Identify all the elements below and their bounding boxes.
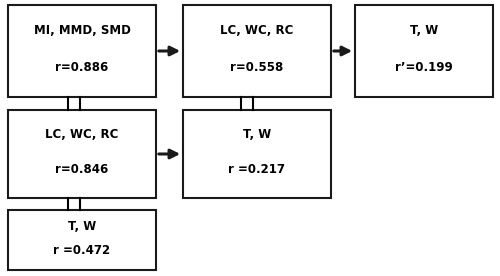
- Text: r =0.217: r =0.217: [228, 163, 285, 176]
- Text: LC, WC, RC: LC, WC, RC: [46, 128, 118, 141]
- Bar: [355, 5, 493, 97]
- Bar: [8, 110, 156, 198]
- Bar: [8, 5, 156, 97]
- Text: MI, MMD, SMD: MI, MMD, SMD: [34, 24, 130, 37]
- Text: r =0.472: r =0.472: [54, 244, 110, 257]
- Text: T, W: T, W: [68, 220, 96, 233]
- Text: T, W: T, W: [410, 24, 438, 37]
- Text: r=0.886: r=0.886: [56, 61, 108, 74]
- Bar: [183, 110, 331, 198]
- Text: r=0.846: r=0.846: [56, 163, 108, 176]
- Text: T, W: T, W: [243, 128, 271, 141]
- Bar: [183, 5, 331, 97]
- Text: LC, WC, RC: LC, WC, RC: [220, 24, 294, 37]
- Text: rʼ=0.199: rʼ=0.199: [395, 61, 453, 74]
- Text: r=0.558: r=0.558: [230, 61, 283, 74]
- Bar: [8, 210, 156, 270]
